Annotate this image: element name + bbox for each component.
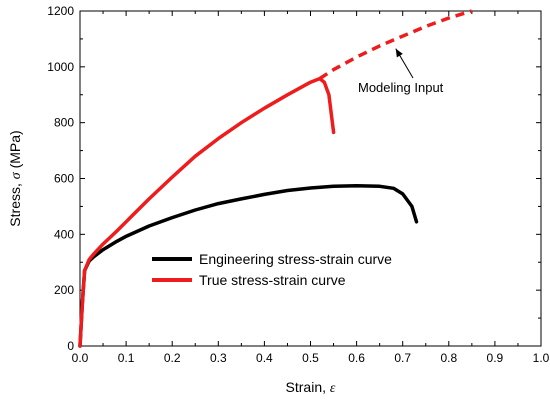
series-line-true [78,76,336,348]
x-tick-label: 0.2 [164,351,181,365]
legend-label-engineering: Engineering stress-strain curve [199,251,392,267]
y-tick-label: 400 [54,227,74,241]
x-axis-symbol: ε [330,381,336,396]
x-axis-title-text: Strain, [286,379,330,395]
plot-area-border [79,10,542,347]
annotation-label: Modeling Input [358,80,444,95]
x-tick-label: 0.6 [348,351,365,365]
x-axis: 0.0 0.1 0.2 0.3 0.4 0.5 0.6 0.7 0.8 0.9 1.0 [72,11,550,365]
y-tick-label: 200 [54,283,74,297]
x-tick-label: 1.0 [533,351,550,365]
y-tick-label: 1000 [47,60,74,74]
plot-frame [79,10,542,347]
y-tick-label: 800 [54,116,74,130]
y-axis-unit: (MPa) [7,130,23,172]
x-tick-label: 0.7 [394,351,411,365]
legend: Engineering stress-strain curve True str… [152,251,392,288]
x-tick-label: 0.9 [487,351,504,365]
x-axis-title: Strain, ε [286,379,336,396]
series-layer [78,9,473,348]
y-axis-symbol: σ [9,171,24,179]
x-tick-label: 0.1 [118,351,135,365]
y-tick-label: 0 [67,339,74,353]
legend-label-true: True stress-strain curve [199,272,346,288]
x-tick-label: 0.8 [440,351,457,365]
series-line-modeling-input [318,9,473,81]
y-tick-label: 1200 [47,4,74,18]
annotation-modeling-input: Modeling Input [358,48,444,95]
y-axis: 0 200 400 600 800 1000 1200 [47,4,541,353]
annotation-arrow-head [395,48,403,58]
x-tick-label: 0.4 [256,351,273,365]
y-tick-label: 600 [54,172,74,186]
x-tick-label: 0.0 [72,351,89,365]
x-tick-label: 0.5 [302,351,319,365]
x-tick-label: 0.3 [210,351,227,365]
y-axis-title-text: Stress, [7,179,23,226]
y-axis-title: Stress, σ (MPa) [7,130,24,226]
